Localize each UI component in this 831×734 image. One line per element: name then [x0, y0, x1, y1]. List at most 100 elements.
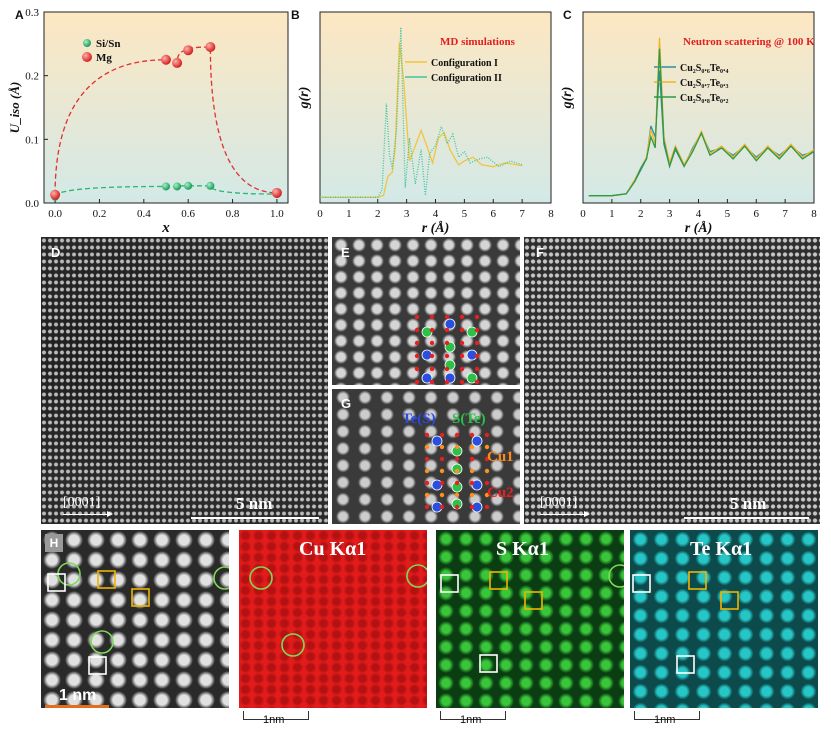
label-cu1: Cu1 — [487, 449, 514, 465]
site-markers-cu — [249, 564, 427, 657]
chart-b: 0 1 2 3 4 5 6 7 8 r (Å) g(r) MD simulations Configur… — [297, 11, 554, 236]
x-tick-label: 6 — [491, 208, 497, 220]
cu-atom — [484, 492, 490, 498]
x-tick-label: 0.2 — [93, 208, 107, 220]
cu-atom — [444, 314, 450, 320]
cu-atom — [484, 480, 490, 486]
cu-atom — [414, 340, 420, 346]
square-marker — [88, 656, 107, 675]
legend-label: Cu₂S₀.₆Te₀.₄ — [680, 63, 729, 74]
plot-area — [582, 11, 815, 204]
micrograph-g: G Te(S) S(Te) Cu1 Cu2 — [332, 389, 520, 524]
cu-atom — [454, 492, 460, 498]
map-title: Cu Kα1 — [299, 538, 367, 560]
cu-atom — [469, 432, 475, 438]
cu-atom — [454, 432, 460, 438]
map-scale-label: 1nm — [263, 714, 285, 726]
panel-letter-e: E — [341, 245, 350, 260]
cu-atom — [474, 366, 480, 372]
cu-atom — [424, 468, 430, 474]
micrograph-f: F [0001] 5 nm — [524, 237, 820, 524]
panel-letter-d: D — [51, 245, 61, 260]
zone-axis-label: [0001] — [540, 495, 578, 510]
cu-atom — [474, 379, 480, 385]
cu-atom — [469, 444, 475, 450]
cu-atom — [484, 504, 490, 510]
mg-fit-curve — [54, 46, 277, 195]
scale-bar-label: 5 nm — [730, 494, 767, 513]
cu-atom — [469, 456, 475, 462]
x-tick-label: 7 — [782, 208, 788, 220]
x-axis-label: r (Å) — [422, 220, 450, 236]
y-axis-label: g(r) — [560, 87, 575, 110]
square-marker — [97, 570, 116, 589]
cu-atom — [454, 504, 460, 510]
cu-atom — [484, 444, 490, 450]
te-atom — [421, 372, 433, 384]
micrograph-e: E — [332, 237, 520, 385]
zone-axis-arrow — [63, 514, 109, 515]
scale-bar — [684, 517, 809, 519]
legend-label: Cu₂S₀.₈Te₀.₂ — [680, 93, 729, 104]
x-tick-label: 0 — [580, 208, 586, 220]
map-title: S Kα1 — [496, 538, 549, 560]
square-marker — [131, 588, 150, 607]
mg-point — [205, 42, 216, 53]
cu-atom — [459, 366, 465, 372]
cu-atom — [474, 327, 480, 333]
scale-bar — [191, 517, 319, 519]
cu-atom — [469, 492, 475, 498]
cu-atom — [424, 504, 430, 510]
cu-atom — [454, 468, 460, 474]
cu-atom — [439, 444, 445, 450]
cu-atom — [444, 327, 450, 333]
cu-atom — [459, 379, 465, 385]
x-tick-label: 0.4 — [137, 208, 151, 220]
x-tick-label: 8 — [548, 208, 554, 220]
arrow-head-icon — [584, 511, 590, 517]
label-te-s: Te(S) — [402, 411, 436, 427]
x-tick-label: 7 — [519, 208, 525, 220]
cu-atom — [469, 468, 475, 474]
plot-area — [319, 11, 552, 204]
sisn-point — [173, 182, 182, 191]
x-tick-label: 1.0 — [270, 208, 284, 220]
te-atom — [431, 435, 443, 447]
cu-atom — [459, 314, 465, 320]
cu-atom — [439, 456, 445, 462]
legend-mg-marker — [82, 52, 92, 62]
mg-point — [50, 189, 61, 200]
legend-label: Cu₂S₀.₇Te₀.₃ — [680, 78, 729, 89]
cu-atom — [444, 340, 450, 346]
map-scale-label: 1nm — [654, 714, 676, 726]
map-scale-bar — [634, 711, 700, 720]
cu-atom — [429, 340, 435, 346]
x-tick-label: 0.0 — [48, 208, 62, 220]
x-tick-label: 0.8 — [226, 208, 240, 220]
map-scale-bar — [243, 711, 309, 720]
cu-atom — [474, 353, 480, 359]
map-title: Te Kα1 — [690, 538, 753, 560]
y-axis-label: U_iso (Å) — [7, 82, 22, 134]
sisn-point — [206, 181, 215, 190]
cu-atom — [429, 353, 435, 359]
te-atom — [471, 435, 483, 447]
x-tick-label: 5 — [725, 208, 731, 220]
mg-point — [172, 57, 183, 68]
cu-atom — [474, 314, 480, 320]
x-tick-label: 2 — [638, 208, 644, 220]
y-tick-label: 0.1 — [25, 134, 39, 146]
site-markers-h — [47, 562, 229, 675]
mg-point — [183, 45, 194, 56]
cu-atom — [459, 327, 465, 333]
square-marker — [47, 573, 66, 592]
site-markers-te — [632, 571, 739, 674]
chart-c: 0 1 2 3 4 5 6 7 8 r (Å) g(r) Neutron scattering @ 1… — [560, 11, 817, 236]
cu-atom — [429, 314, 435, 320]
cu-atom — [484, 432, 490, 438]
x-tick-label: 1 — [346, 208, 352, 220]
x-tick-label: 1 — [609, 208, 615, 220]
cu-atom — [424, 456, 430, 462]
plot-area — [43, 11, 289, 204]
cu-atom — [424, 444, 430, 450]
